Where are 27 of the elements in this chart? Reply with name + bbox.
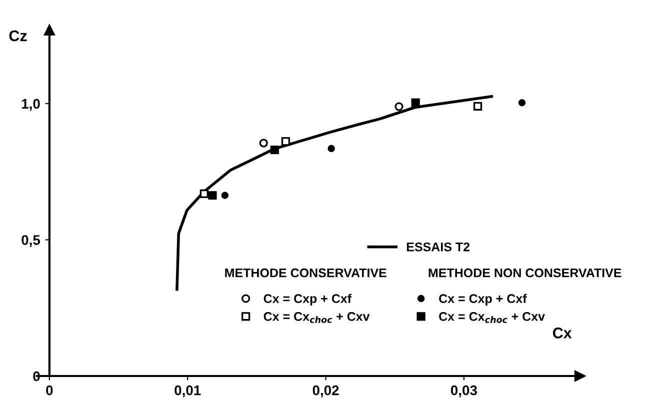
- x-tick-label: 0,01: [174, 385, 201, 398]
- y-axis-title: Cz: [9, 30, 27, 42]
- point: [411, 98, 420, 108]
- annotation: METHODE NON CONSERVATIVE: [428, 268, 622, 278]
- point: [328, 144, 335, 152]
- legend-label: ESSAIS T2: [406, 242, 470, 252]
- x-tick-label: 0,03: [450, 385, 477, 398]
- point: [221, 192, 229, 199]
- point: [270, 146, 279, 154]
- x-tick-label: 0,02: [312, 385, 339, 398]
- point: [281, 137, 290, 146]
- point: [394, 102, 404, 111]
- point: [518, 99, 526, 106]
- legend-label: Cx = Cx$_{choc}$ + Cxv: [439, 312, 545, 323]
- point: [200, 189, 208, 198]
- legend-label: Cx = Cx$_{choc}$ + Cxv: [264, 312, 370, 323]
- legend-label: Cx = Cxp + Cxf: [439, 294, 527, 306]
- annotation: METHODE CONSERVATIVE: [225, 268, 386, 278]
- x-tick-label: 0: [46, 385, 53, 396]
- point: [259, 138, 268, 148]
- y-tick-label: 0,5: [22, 235, 40, 247]
- legend-label: Cx = Cxp + Cxf: [264, 294, 352, 306]
- point: [208, 191, 217, 200]
- point: [473, 102, 482, 111]
- line-series: [176, 95, 494, 291]
- x-axis-title: Cx: [552, 328, 572, 338]
- y-tick-label: 1,0: [22, 98, 40, 111]
